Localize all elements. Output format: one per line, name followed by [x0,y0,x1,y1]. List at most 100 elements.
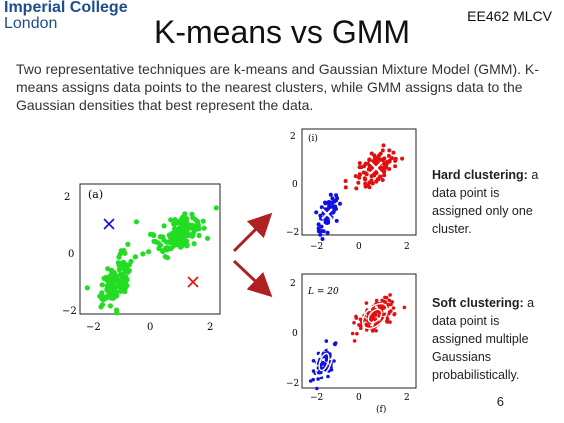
y-tick: 2 [290,279,296,289]
data-point [126,268,132,274]
y-tick: −2 [286,379,299,389]
data-point [194,218,201,225]
data-point [118,248,124,254]
data-point [350,331,355,336]
data-point [115,284,121,290]
data-point [352,339,357,343]
data-point [393,164,398,169]
data-point [366,324,371,328]
data-point [107,303,113,309]
data-point [98,304,104,310]
data-point [200,218,206,224]
scatter-points [84,205,219,316]
data-point [364,172,369,177]
plot-frame [301,273,417,389]
blue-centroid [103,218,115,230]
data-point [400,156,405,161]
data-point [316,229,321,234]
data-point [192,227,199,233]
red-centroid [187,276,199,288]
data-point [119,262,125,268]
data-point [189,233,195,239]
data-point [122,289,128,295]
data-point [332,359,336,363]
data-point [354,186,359,191]
data-point [171,221,177,227]
college-logo: Imperial College London [4,0,128,32]
data-point [191,241,197,247]
data-point [393,156,398,161]
data-point [213,205,219,211]
data-point [331,209,336,214]
arrow-down [232,259,273,298]
data-point [382,299,387,304]
data-point [357,323,361,327]
data-point [334,218,339,223]
data-point [359,326,363,330]
data-point [133,219,139,225]
data-point [388,293,392,297]
data-point [179,238,185,244]
data-point [353,174,358,179]
data-point [320,362,325,366]
data-point [383,295,387,300]
soft-clustering-title: Soft clustering: [432,296,524,310]
data-point [204,235,211,241]
data-point [357,165,362,170]
data-point [364,301,369,305]
y-tick: 2 [64,192,70,203]
data-point [118,288,124,294]
data-point [391,150,396,155]
data-point [164,255,171,261]
data-point [114,273,120,279]
data-point [381,304,385,309]
data-point [364,328,369,332]
data-point [84,285,90,291]
data-point [318,213,323,218]
data-point [176,229,182,235]
data-point [343,179,348,183]
data-point [384,165,389,170]
data-point [332,342,337,346]
data-point [157,242,164,248]
data-point [175,220,181,226]
y-tick: 2 [290,132,296,142]
data-point [196,232,202,239]
data-point [362,164,367,169]
data-point [370,329,375,333]
data-point [323,201,328,206]
x-tick: 2 [404,393,410,403]
arrows [232,212,273,298]
data-point [384,160,389,165]
data-point [369,178,374,183]
figure-soft-clustering: L = 20 2 0 −2 −2 0 2 (f) [286,273,417,415]
figure-left: (a) 2 0 −2 −2 0 2 [62,183,221,333]
data-point [319,224,324,229]
hard-clustering-text: a data point is assigned only one cluste… [432,168,539,236]
y-tick: 0 [68,249,74,260]
data-point [101,275,107,281]
data-point [374,298,379,303]
hard-clustering-title: Hard clustering: [432,168,528,182]
data-point [104,283,110,289]
data-point [370,316,374,321]
data-point [363,177,368,182]
data-point [376,309,380,314]
panel-label: (f) [376,404,386,415]
data-point [121,266,127,272]
data-point [334,206,338,211]
arrow-up [232,212,273,253]
data-point [390,300,394,304]
data-point [392,312,397,316]
data-point [376,176,381,181]
data-point [363,181,368,186]
data-point [381,143,386,148]
data-point [370,181,375,186]
data-point [109,267,115,273]
data-point [324,358,329,362]
data-point [325,230,330,235]
data-point [103,295,109,301]
data-point [334,198,338,203]
data-point [160,234,166,240]
course-code: EE462 MLCV [467,8,552,24]
